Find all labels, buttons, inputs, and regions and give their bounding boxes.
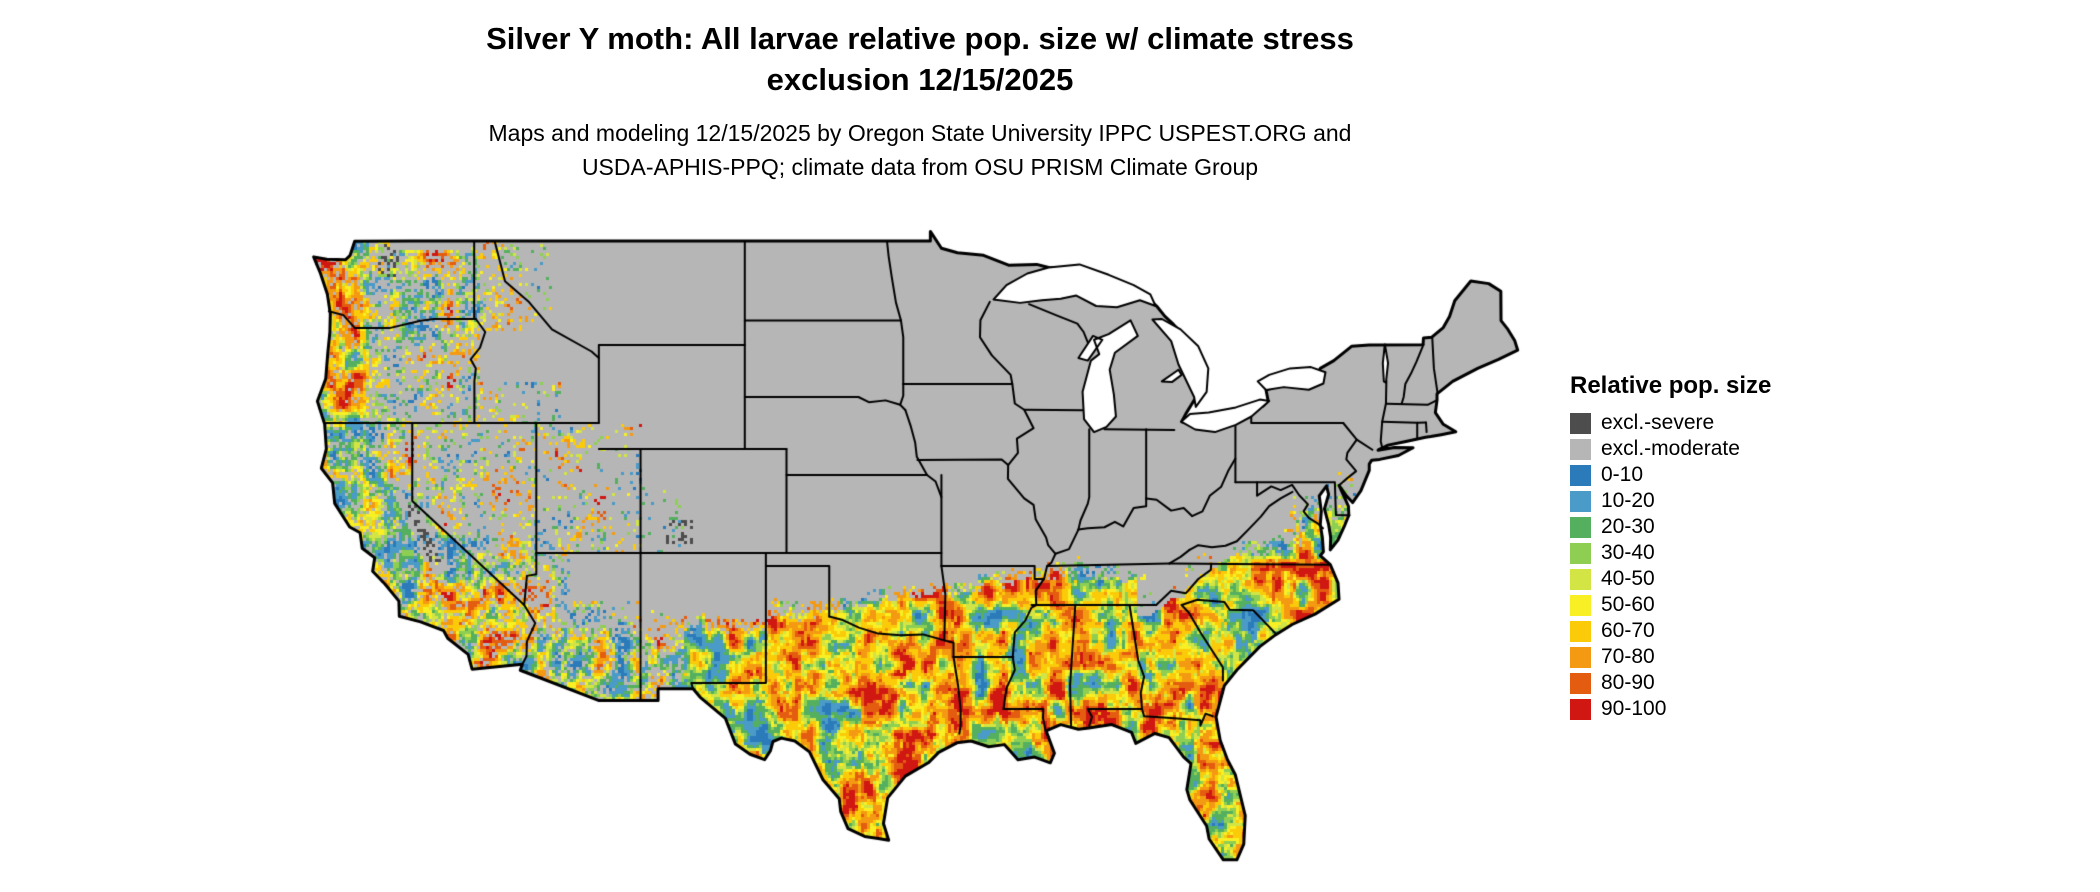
legend: Relative pop. size excl.-severe excl.-mo… [1570,372,1830,722]
legend-item: 30-40 [1570,540,1830,566]
map-title: Silver Y moth: All larvae relative pop. … [300,18,1540,100]
map-subtitle-line2: USDA-APHIS-PPQ; climate data from OSU PR… [581,154,1259,180]
legend-item-label: 90-100 [1601,697,1667,720]
map-subtitle-line1: Maps and modeling 12/15/2025 by Oregon S… [488,120,1352,146]
legend-item: 60-70 [1570,618,1830,644]
legend-swatch [1570,568,1591,590]
legend-item: 90-100 [1570,696,1830,722]
legend-swatch [1570,464,1591,486]
legend-item-label: 50-60 [1601,593,1655,616]
legend-swatch [1570,698,1591,720]
legend-title: Relative pop. size [1570,372,1772,399]
legend-item-label: 80-90 [1601,671,1655,694]
legend-item-label: excl.-moderate [1601,437,1740,460]
legend-swatch [1570,594,1591,616]
legend-swatch [1570,412,1591,434]
legend-item: 20-30 [1570,514,1830,540]
legend-item: 70-80 [1570,644,1830,670]
legend-swatch [1570,516,1591,538]
map-subtitle: Maps and modeling 12/15/2025 by Oregon S… [300,116,1540,184]
legend-item-label: 0-10 [1601,463,1644,486]
legend-item: excl.-severe [1570,410,1830,436]
map-title-line1: Silver Y moth: All larvae relative pop. … [486,21,1354,56]
legend-item: 50-60 [1570,592,1830,618]
legend-swatch [1570,542,1591,564]
legend-item: 0-10 [1570,462,1830,488]
legend-item: 40-50 [1570,566,1830,592]
legend-item-label: 20-30 [1601,515,1655,538]
legend-swatch [1570,646,1591,668]
legend-item-label: 40-50 [1601,567,1655,590]
legend-item: excl.-moderate [1570,436,1830,462]
legend-item-label: excl.-severe [1601,411,1715,434]
legend-item-label: 60-70 [1601,619,1655,642]
legend-swatch [1570,438,1591,460]
legend-item: 80-90 [1570,670,1830,696]
legend-item-label: 30-40 [1601,541,1655,564]
legend-swatch [1570,490,1591,512]
legend-swatch [1570,620,1591,642]
legend-item-label: 70-80 [1601,645,1655,668]
legend-item-label: 10-20 [1601,489,1655,512]
legend-swatch [1570,672,1591,694]
map-title-line2: exclusion 12/15/2025 [766,62,1074,97]
legend-item: 10-20 [1570,488,1830,514]
